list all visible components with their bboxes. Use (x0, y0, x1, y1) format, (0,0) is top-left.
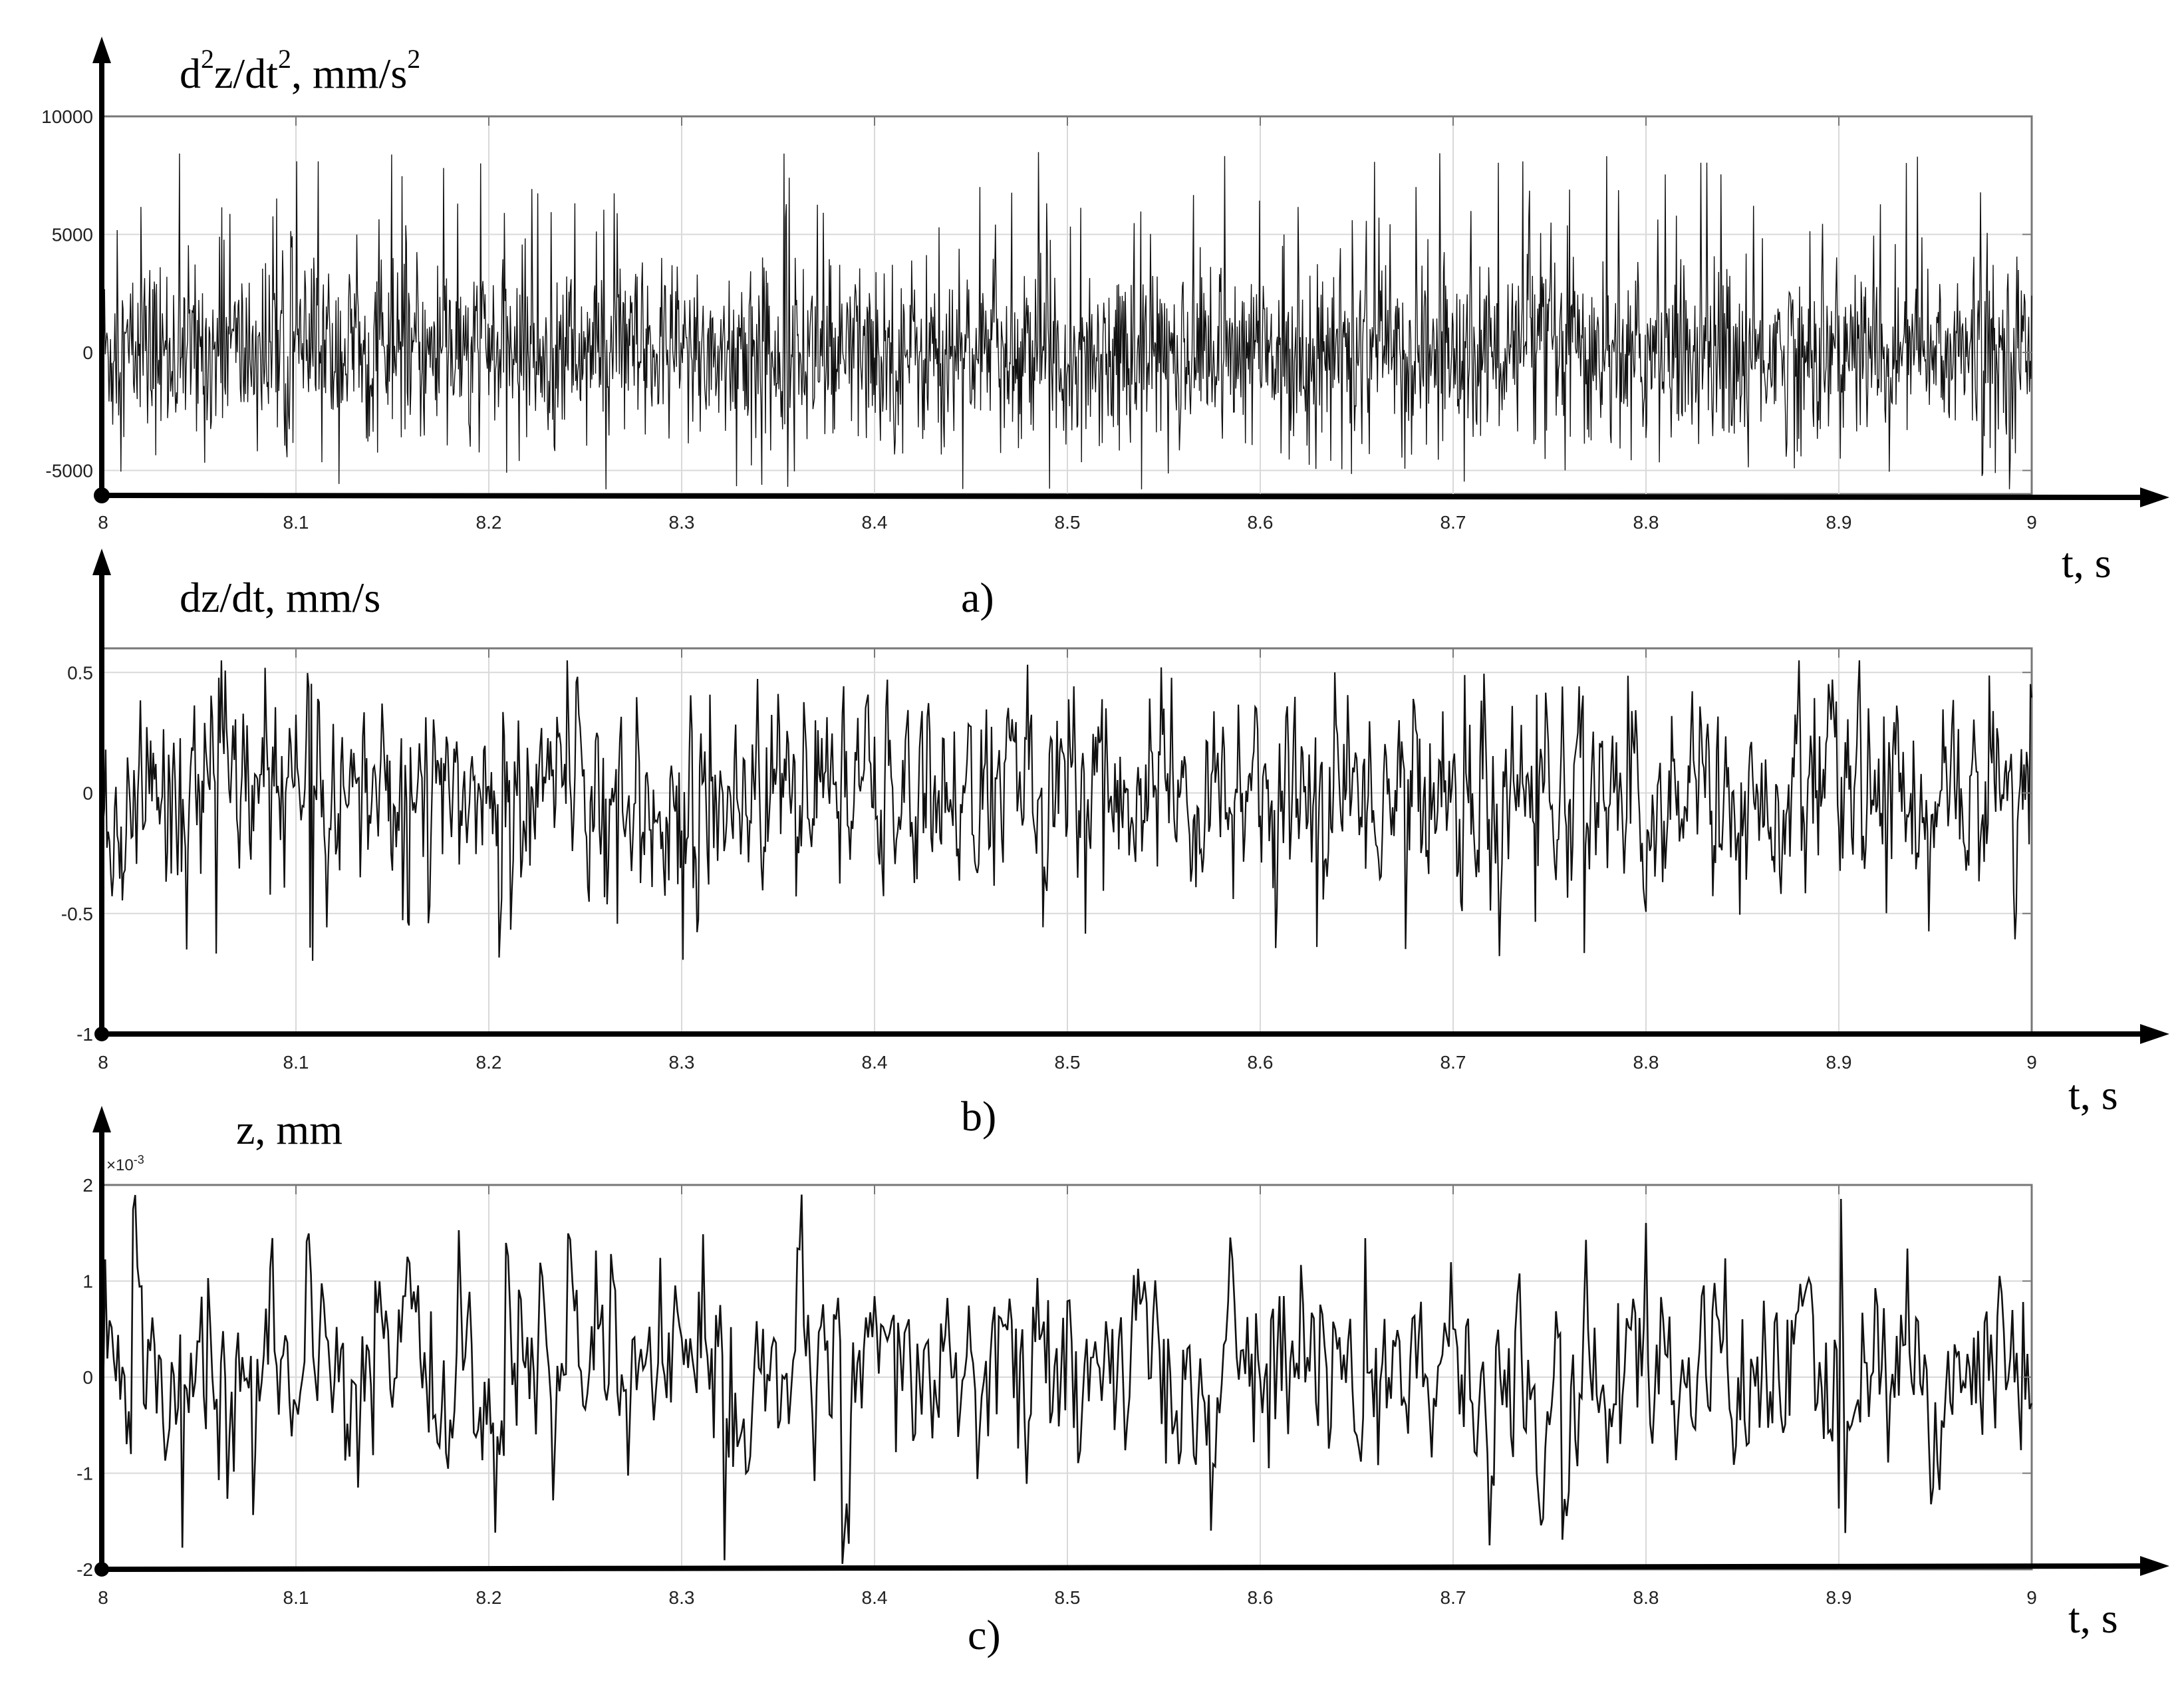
signal-trace-a (102, 152, 2032, 489)
y-axis-arrow-b (92, 549, 111, 575)
y-tick-label: 0 (82, 783, 93, 804)
x-tick-label: 8.9 (1826, 512, 1852, 533)
y-tick-label: -2 (76, 1559, 93, 1580)
x-ticks-b: 8 8.1 8.2 8.3 8.4 8.5 8.6 8.7 8.8 8.9 9 (98, 648, 2037, 1073)
x-tick-label: 9 (2026, 512, 2037, 533)
x-tick-label: 8.6 (1248, 512, 1274, 533)
x-axis-label-c: t, s (2068, 1595, 2118, 1642)
x-tick-label: 8.1 (283, 1052, 309, 1073)
x-axis-label-a: t, s (2062, 539, 2112, 586)
x-tick-label: 8.8 (1633, 1052, 1659, 1073)
x-axis-a (101, 493, 2145, 500)
x-tick-label: 8.1 (283, 1587, 309, 1608)
y-ticks-b: 0.5 0 -0.5 -1 (61, 662, 2032, 1045)
panel-label-b: b) (961, 1093, 996, 1140)
x-tick-label: 9 (2026, 1587, 2037, 1608)
x-tick-label: 8.3 (669, 512, 695, 533)
origin-dot-c (94, 1562, 109, 1577)
x-tick-label: 8.9 (1826, 1587, 1852, 1608)
x-axis-arrow-c (2140, 1556, 2169, 1576)
x-tick-label: 8 (98, 1587, 108, 1608)
x-tick-label: 8.5 (1055, 1587, 1081, 1608)
x-tick-label: 8.4 (862, 1587, 888, 1608)
x-tick-label: 8 (98, 1052, 108, 1073)
y-scale-multiplier-c: ×10-3 (106, 1153, 144, 1174)
x-tick-label: 8.3 (669, 1587, 695, 1608)
signal-line-c (102, 1194, 2033, 1564)
x-tick-label: 8.2 (476, 512, 502, 533)
origin-dot-a (94, 487, 110, 503)
y-tick-label: 5000 (52, 225, 93, 245)
x-axis-c (101, 1563, 2145, 1572)
y-ticks-a: 10000 5000 0 -5000 (41, 106, 2032, 481)
x-ticks-a: 8 8.1 8.2 8.3 8.4 8.5 8.6 8.7 8.8 8.9 9 (98, 116, 2037, 533)
origin-dot-b (94, 1027, 109, 1041)
y-tick-label: 0.5 (67, 662, 93, 683)
y-tick-label: 2 (82, 1175, 93, 1196)
panel-label-c: c) (968, 1611, 1001, 1658)
x-tick-label: 8.7 (1440, 1052, 1466, 1073)
grid-c (103, 1185, 2032, 1569)
x-tick-label: 8.4 (862, 1052, 888, 1073)
x-axis-arrow-b (2140, 1024, 2169, 1044)
x-tick-label: 8.4 (862, 512, 888, 533)
x-tick-label: 8.2 (476, 1052, 502, 1073)
signal-trace-b (102, 660, 2033, 961)
x-tick-label: 8.5 (1055, 512, 1081, 533)
panel-label-a: a) (961, 574, 994, 621)
x-tick-label: 8.9 (1826, 1052, 1852, 1073)
y-tick-label: 0 (82, 1367, 93, 1388)
x-tick-label: 8.6 (1248, 1052, 1274, 1073)
y-tick-label: -5000 (45, 461, 93, 481)
y-ticks-c: 2 1 0 -1 -2 (76, 1175, 2032, 1580)
y-axis-arrow-c (92, 1106, 111, 1132)
x-tick-label: 8 (98, 512, 108, 533)
x-tick-label: 8.7 (1440, 1587, 1466, 1608)
x-ticks-c: 8 8.1 8.2 8.3 8.4 8.5 8.6 8.7 8.8 8.9 9 (98, 1185, 2037, 1608)
x-tick-label: 8.2 (476, 1587, 502, 1608)
y-tick-label: -1 (76, 1464, 93, 1484)
y-axis-label-b: dz/dt, mm/s (180, 574, 380, 621)
x-tick-label: 8.6 (1248, 1587, 1274, 1608)
y-axis-arrow-a (92, 37, 111, 63)
x-tick-label: 8.8 (1633, 1587, 1659, 1608)
panel-b: 0.5 0 -0.5 -1 8 8.1 8.2 8.3 8.4 8.5 8.6 8.7 8.8 8.9 9… (61, 549, 2169, 1140)
signal-line-b (102, 660, 2033, 961)
signal-line-a (102, 152, 2032, 489)
y-axis-label-a: d2z/dt2, mm/s2 (180, 44, 420, 97)
panel-c: 2 1 0 -1 -2 8 8.1 8.2 8.3 8.4 8.5 8.6 8.7 8.8 8.9 9 ×1… (76, 1106, 2169, 1658)
x-axis-arrow-a (2140, 487, 2169, 507)
x-tick-label: 8.7 (1440, 512, 1466, 533)
x-tick-label: 8.1 (283, 512, 309, 533)
y-tick-label: -0.5 (61, 904, 93, 924)
x-tick-label: 9 (2026, 1052, 2037, 1073)
x-tick-label: 8.8 (1633, 512, 1659, 533)
y-axis-label-c: z, mm (236, 1106, 342, 1153)
signal-trace-c (102, 1194, 2033, 1564)
x-tick-label: 8.5 (1055, 1052, 1081, 1073)
x-axis-label-b: t, s (2068, 1071, 2118, 1118)
y-tick-label: 10000 (41, 106, 93, 127)
panel-a: 10000 5000 0 -5000 8 8.1 8.2 8.3 8.4 8.5 8.6 8.7 8.… (41, 37, 2169, 621)
y-tick-label: -1 (76, 1024, 93, 1045)
x-tick-label: 8.3 (669, 1052, 695, 1073)
y-tick-label: 1 (82, 1271, 93, 1292)
y-tick-label: 0 (82, 342, 93, 363)
